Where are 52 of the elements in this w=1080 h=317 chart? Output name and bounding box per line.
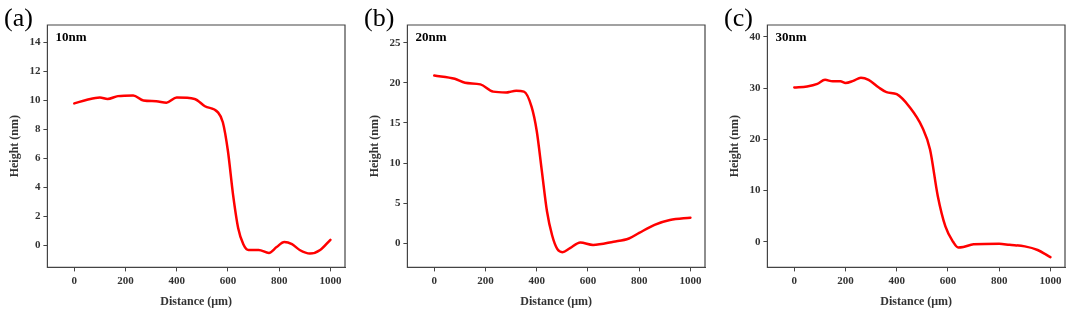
x-tick-label: 0	[431, 273, 438, 286]
x-axis-title: Distance (μm)	[880, 293, 953, 308]
chart-title: (c)	[724, 2, 753, 32]
y-tick-label: 10	[749, 183, 761, 196]
x-tick-label: 400	[168, 273, 186, 286]
x-tick-label: 800	[630, 273, 648, 286]
x-tick-label: 0	[71, 273, 78, 286]
y-tick-label: 20	[389, 75, 401, 88]
y-tick-label: 15	[389, 115, 401, 128]
annotation: 20nm	[415, 28, 447, 44]
y-tick-label: 5	[394, 196, 401, 209]
y-tick-label: 30	[749, 80, 761, 93]
line-series	[793, 76, 1052, 259]
y-tick-label: 0	[754, 234, 761, 247]
y-tick-label: 6	[34, 151, 41, 164]
y-tick-label: 10	[29, 93, 41, 106]
x-tick-label: 800	[270, 273, 288, 286]
y-tick-label: 8	[34, 122, 41, 135]
x-tick-label: 200	[117, 273, 135, 286]
annotation: 10nm	[55, 28, 87, 44]
x-tick-label: 600	[939, 273, 957, 286]
x-tick-label: 800	[990, 273, 1008, 286]
x-tick-label: 1000	[1039, 273, 1062, 286]
line-series	[433, 74, 692, 254]
x-tick-label: 400	[528, 273, 546, 286]
x-tick-label: 600	[219, 273, 237, 286]
y-tick-label: 25	[389, 35, 401, 48]
chart-title: (b)	[364, 2, 395, 32]
x-tick-label: 600	[579, 273, 597, 286]
x-tick-label: 1000	[679, 273, 702, 286]
x-tick-label: 1000	[319, 273, 342, 286]
y-tick-label: 20	[749, 132, 761, 145]
y-tick-label: 14	[29, 35, 41, 48]
x-axis-title: Distance (μm)	[160, 293, 233, 308]
y-tick-label: 12	[29, 64, 41, 77]
x-axis-title: Distance (μm)	[520, 293, 593, 308]
y-tick-label: 2	[34, 209, 41, 222]
y-axis-title: Height (nm)	[727, 115, 742, 178]
y-axis-title: Height (nm)	[7, 115, 22, 178]
y-tick-label: 0	[394, 236, 401, 249]
annotation: 30nm	[775, 28, 807, 44]
y-tick-label: 40	[749, 29, 761, 42]
x-tick-label: 400	[888, 273, 906, 286]
x-tick-label: 200	[837, 273, 855, 286]
y-axis-title: Height (nm)	[367, 115, 382, 178]
chart-title: (a)	[4, 2, 33, 32]
y-tick-label: 0	[34, 238, 41, 251]
x-tick-label: 0	[791, 273, 798, 286]
y-tick-label: 10	[389, 155, 401, 168]
x-tick-label: 200	[477, 273, 495, 286]
line-series	[73, 94, 332, 255]
y-tick-label: 4	[34, 180, 41, 193]
